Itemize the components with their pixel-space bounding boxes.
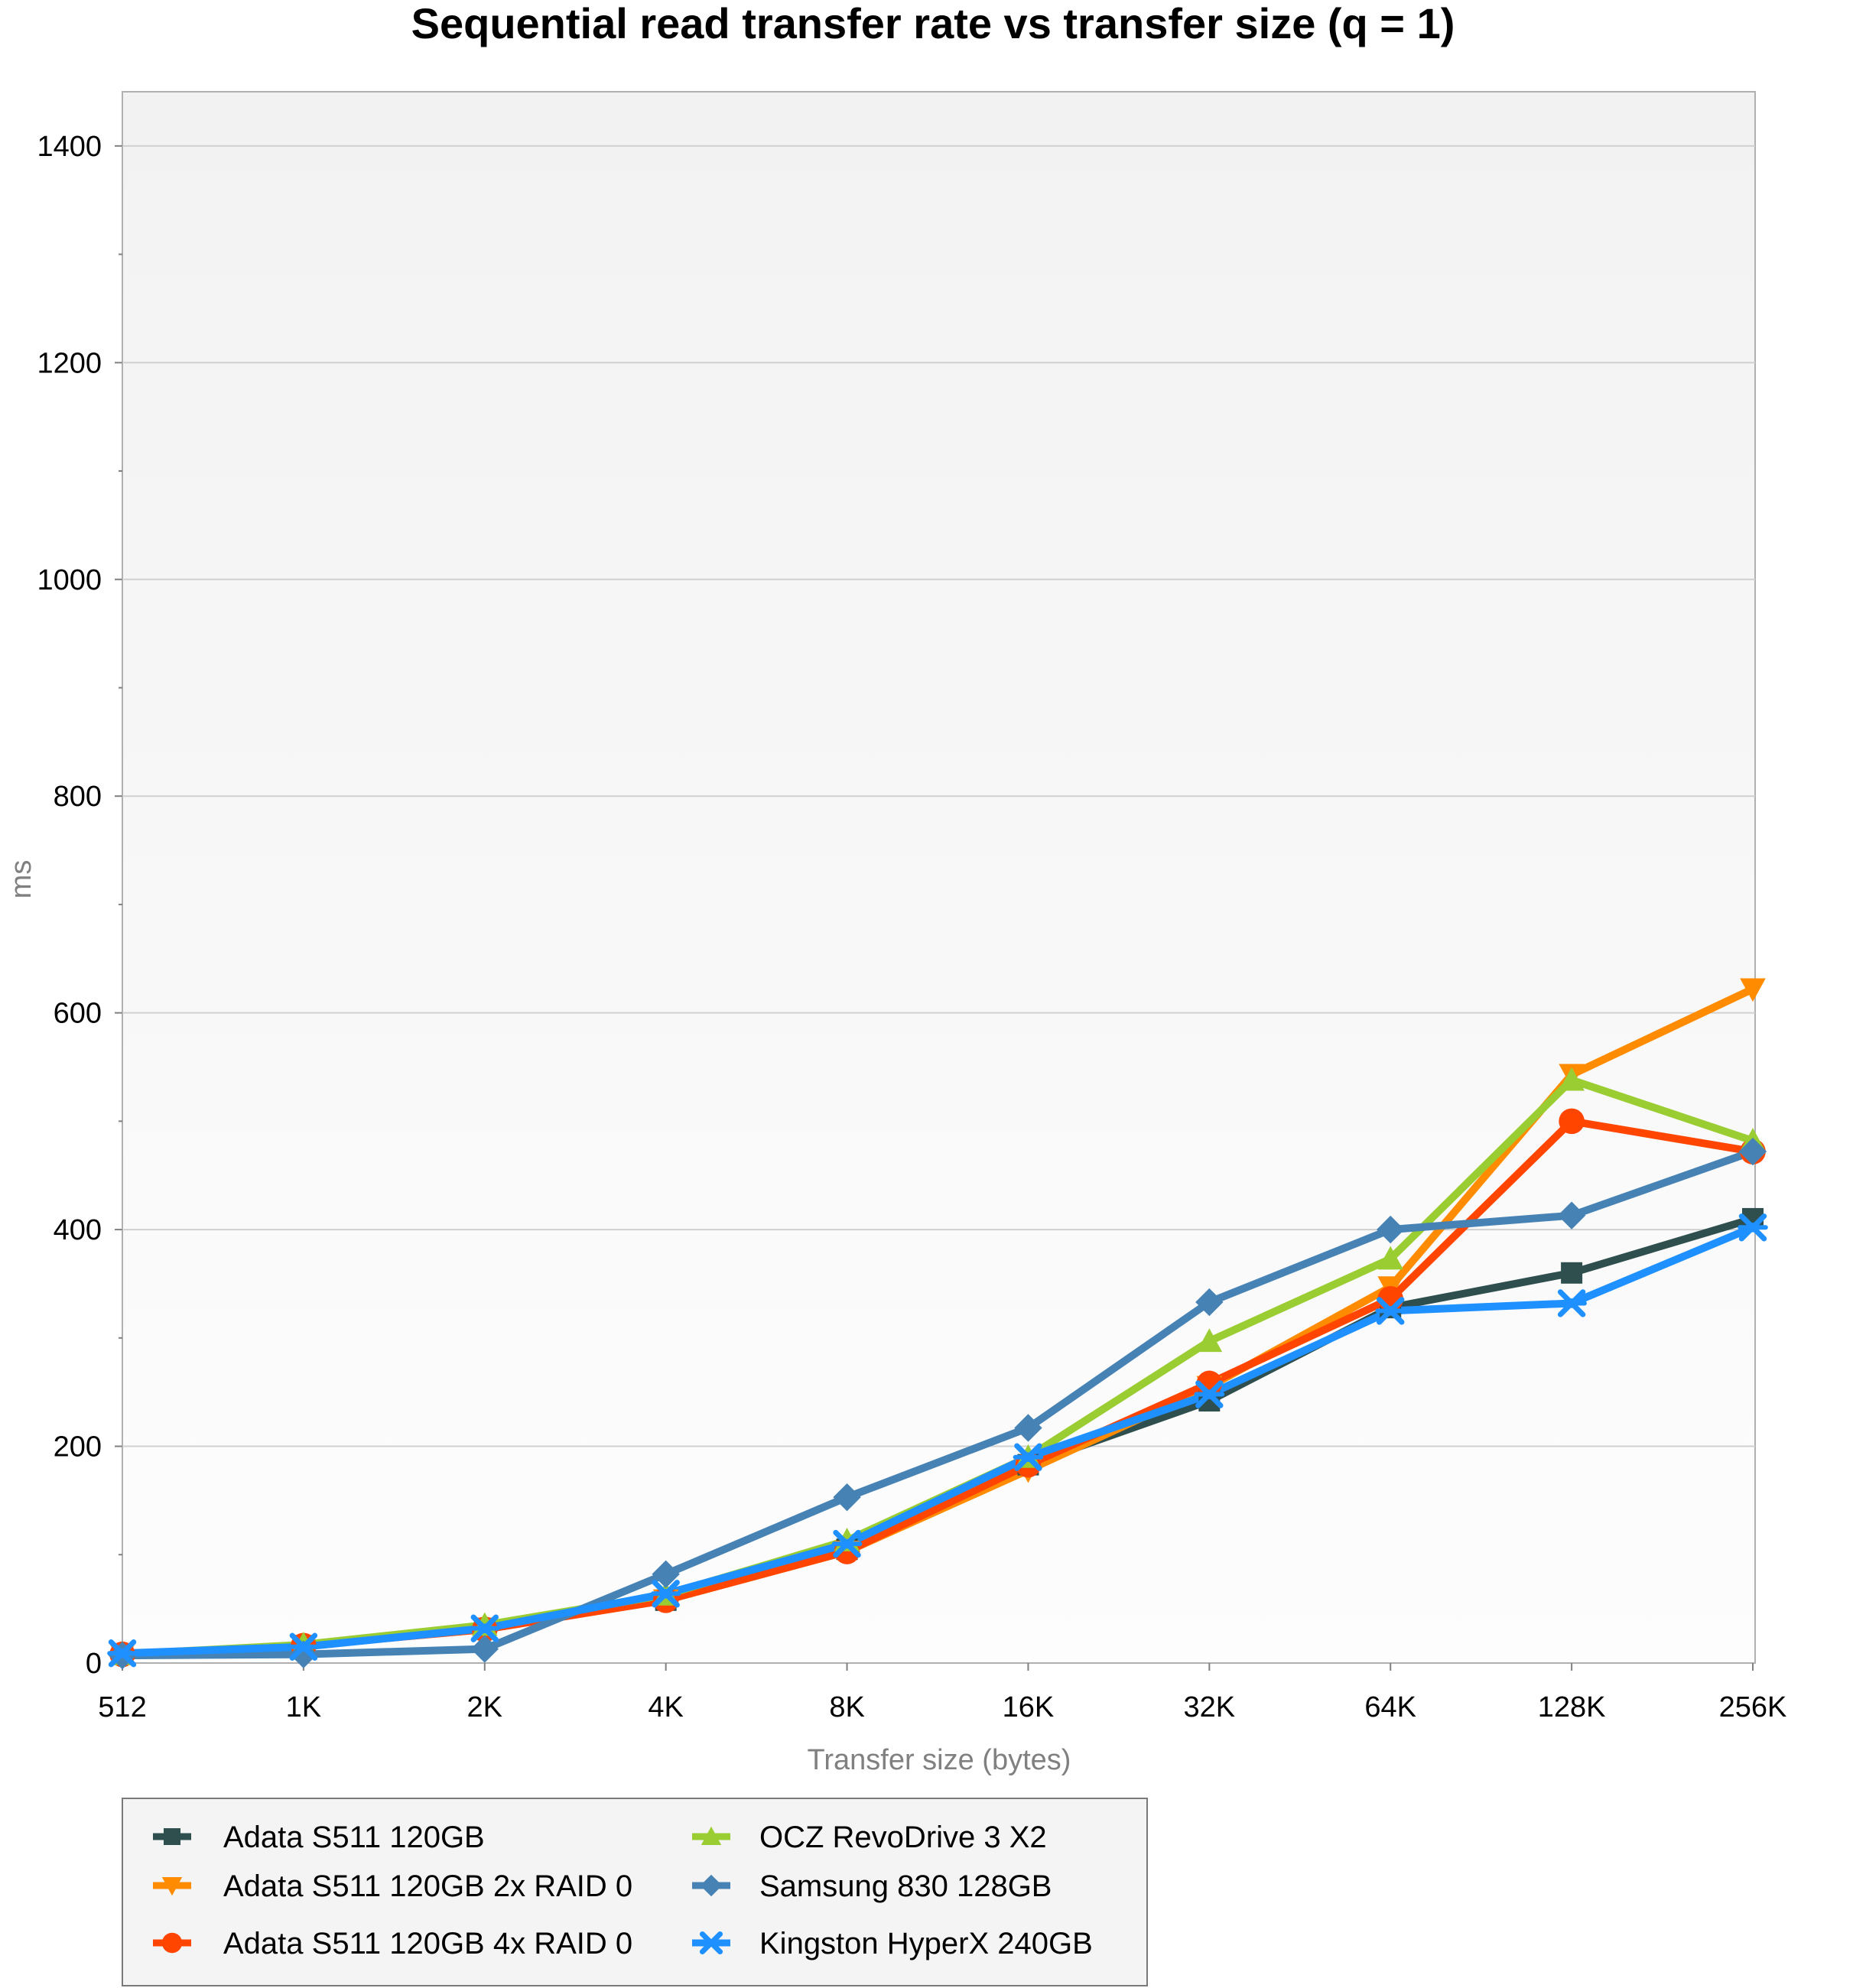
y-tick-label: 0: [86, 1648, 102, 1680]
y-tick-label: 1000: [37, 564, 102, 596]
series-line: [119, 1148, 1757, 1660]
data-point: [1375, 1297, 1406, 1325]
data-point: [1194, 1380, 1225, 1408]
legend-item: Adata S511 120GB 4x RAID 0: [153, 1927, 632, 1960]
data-point: [1561, 1262, 1583, 1284]
series-markers: [107, 978, 1768, 1670]
data-point: [1738, 1137, 1767, 1166]
data-point: [1195, 1288, 1224, 1317]
series-point-group: [108, 1137, 1767, 1670]
legend-label: Adata S511 120GB 2x RAID 0: [223, 1869, 632, 1903]
data-point: [1014, 1414, 1042, 1442]
legend: Adata S511 120GB Adata S511 120GB 2x RAID…: [153, 1821, 1093, 1960]
series-point-group: [107, 1213, 1768, 1668]
x-tick-label: 512: [98, 1691, 146, 1723]
legend-box: [122, 1798, 1148, 1986]
x-tick-label: 8K: [829, 1691, 864, 1723]
legend-label: Samsung 830 128GB: [759, 1869, 1052, 1903]
x-tick-label: 64K: [1364, 1691, 1416, 1723]
legend-swatch-marker: [161, 1877, 183, 1896]
y-tick-label: 400: [54, 1214, 102, 1246]
x-tick-label: 2K: [467, 1691, 502, 1723]
data-point: [1557, 1201, 1586, 1230]
data-point: [1196, 1328, 1223, 1353]
legend-item: OCZ RevoDrive 3 X2: [692, 1821, 1047, 1854]
data-point: [831, 1529, 863, 1558]
legend-item: Adata S511 120GB 2x RAID 0: [153, 1869, 632, 1903]
series-line: [119, 1223, 1757, 1658]
x-tick-label: 256K: [1719, 1691, 1787, 1723]
y-tick-label: 600: [54, 998, 102, 1030]
x-tick-label: 128K: [1538, 1691, 1606, 1723]
legend-label: Kingston HyperX 240GB: [759, 1927, 1093, 1960]
x-tick-label: 4K: [648, 1691, 683, 1723]
x-axis-ticks: 512 1K 2K 4K 8K 16K 32K 64K 128K 256K: [98, 1663, 1786, 1723]
chart-title: Sequential read transfer rate vs transfe…: [411, 0, 1455, 47]
data-point: [1738, 1213, 1768, 1242]
data-point: [833, 1483, 861, 1512]
y-tick-label: 200: [54, 1431, 102, 1463]
grid-lines: [122, 145, 1755, 1447]
plot-area: [122, 91, 1756, 1664]
data-point: [107, 1639, 138, 1668]
legend-swatch-marker: [700, 1874, 723, 1897]
data-point: [1740, 978, 1766, 1002]
legend-label: Adata S511 120GB 4x RAID 0: [223, 1927, 632, 1960]
legend-swatch-marker: [698, 1931, 724, 1955]
data-point: [288, 1632, 319, 1661]
data-point: [652, 1560, 680, 1588]
x-tick-label: 32K: [1184, 1691, 1236, 1723]
series-lines: [119, 985, 1757, 1660]
x-tick-label: 16K: [1003, 1691, 1055, 1723]
x-axis-title: Transfer size (bytes): [808, 1744, 1071, 1776]
data-point: [650, 1580, 681, 1608]
y-tick-label: 1400: [37, 131, 102, 163]
data-point: [469, 1614, 500, 1642]
data-point: [1556, 1289, 1587, 1317]
data-point: [1377, 1215, 1405, 1244]
y-axis-title: ms: [5, 860, 37, 899]
y-tick-label: 800: [54, 781, 102, 813]
legend-swatch-marker: [701, 1826, 722, 1845]
legend-item: Kingston HyperX 240GB: [692, 1927, 1093, 1960]
y-tick-label: 1200: [37, 347, 102, 379]
data-point: [1559, 1108, 1585, 1135]
data-point: [1013, 1443, 1044, 1471]
data-point: [1559, 1067, 1585, 1091]
x-tick-label: 1K: [286, 1691, 321, 1723]
legend-label: Adata S511 120GB: [223, 1821, 485, 1854]
legend-label: OCZ RevoDrive 3 X2: [759, 1821, 1047, 1854]
data-point: [1377, 1246, 1404, 1270]
data-point: [289, 1640, 318, 1668]
legend-swatch-marker: [161, 1932, 183, 1954]
legend-swatch-marker: [164, 1828, 180, 1845]
legend-item: Samsung 830 128GB: [692, 1869, 1052, 1903]
y-axis-ticks: 0 200 400 600 800 1000 1200 1400: [37, 131, 122, 1680]
legend-item: Adata S511 120GB: [153, 1821, 485, 1854]
data-point: [470, 1635, 499, 1663]
